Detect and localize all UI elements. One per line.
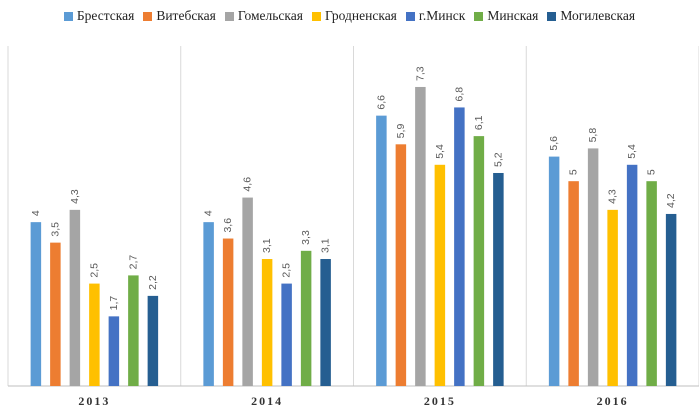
data-label: 6,8: [453, 87, 465, 102]
data-label: 6,1: [473, 115, 485, 130]
x-tick-label: 2015: [424, 394, 456, 408]
legend-swatch: [405, 11, 415, 21]
bar: [30, 222, 42, 386]
legend-swatch: [474, 11, 484, 21]
bar: [50, 242, 61, 386]
bar: [128, 275, 139, 386]
bar: [434, 164, 446, 386]
data-label: 4: [203, 210, 215, 216]
data-label: 3,1: [320, 238, 332, 253]
data-label: 5,9: [395, 124, 407, 139]
legend-swatch: [224, 11, 234, 21]
legend-label: Гомельская: [237, 8, 303, 23]
data-label: 5: [568, 169, 580, 175]
bar: [203, 222, 214, 386]
chart-legend: Брестская Витебская Гомельская Гродненская г…: [0, 8, 699, 24]
data-label: 2,5: [88, 263, 100, 278]
bar: [493, 172, 504, 386]
bar: [415, 86, 426, 386]
data-label: 6,6: [375, 95, 387, 110]
bar: [261, 259, 273, 386]
bar: [395, 144, 407, 386]
x-tick-label: 2013: [78, 394, 110, 408]
bar: [454, 107, 465, 386]
data-label: 2,7: [127, 255, 139, 270]
legend-item: Могилевская: [547, 8, 635, 24]
data-label: 5,2: [492, 152, 504, 167]
legend-swatch: [143, 11, 153, 21]
bar: [320, 259, 331, 386]
x-tick-label: 2016: [597, 394, 629, 408]
legend-swatch: [311, 11, 321, 21]
bar: [222, 238, 234, 386]
bar: [626, 164, 638, 386]
data-label: 3,6: [222, 218, 234, 233]
data-label: 3,1: [261, 238, 273, 253]
data-label: 5,6: [548, 136, 560, 151]
legend-item: Гродненская: [311, 8, 397, 24]
legend-label: г.Минск: [418, 8, 466, 23]
data-label: 4,6: [242, 177, 254, 192]
data-label: 5,8: [587, 128, 599, 143]
bar: [242, 197, 253, 386]
legend-item: г.Минск: [405, 8, 466, 24]
bar: [300, 250, 312, 386]
data-label: 2,5: [281, 263, 293, 278]
data-label: 5,4: [626, 144, 638, 159]
legend-label: Гродненская: [324, 8, 397, 23]
legend-label: Минская: [487, 8, 539, 23]
legend-item: Брестская: [63, 8, 135, 24]
bar: [568, 181, 579, 386]
data-label: 4,3: [607, 189, 619, 204]
data-label: 2,2: [147, 275, 159, 290]
data-label: 4,2: [665, 193, 677, 208]
legend-item: Минская: [474, 8, 538, 24]
bar: [607, 209, 618, 386]
data-label: 5: [646, 169, 658, 175]
legend-swatch: [547, 11, 557, 21]
data-label: 3,3: [300, 230, 312, 245]
legend-swatch: [63, 11, 73, 21]
bar: [376, 115, 387, 387]
data-label: 1,7: [108, 296, 120, 311]
legend-item: Гомельская: [224, 8, 303, 24]
data-label: 5,4: [434, 144, 446, 159]
bar: [147, 295, 159, 386]
bar: [108, 316, 120, 386]
legend-label: Могилевская: [560, 8, 636, 23]
bar: [89, 283, 100, 386]
data-label: 3,5: [49, 222, 61, 237]
bar: [281, 283, 292, 386]
bar: [548, 156, 560, 386]
legend-item: Витебская: [143, 8, 216, 24]
bar: [665, 213, 677, 386]
legend-label: Витебская: [156, 8, 216, 23]
data-label: 4,3: [69, 189, 81, 204]
data-label: 7,3: [414, 66, 426, 81]
data-label: 4: [30, 210, 42, 216]
bar: [646, 181, 657, 386]
bar: [69, 209, 81, 386]
bar: [473, 136, 485, 386]
legend-label: Брестская: [76, 8, 135, 23]
x-tick-label: 2014: [251, 394, 283, 408]
bar: [587, 148, 599, 386]
